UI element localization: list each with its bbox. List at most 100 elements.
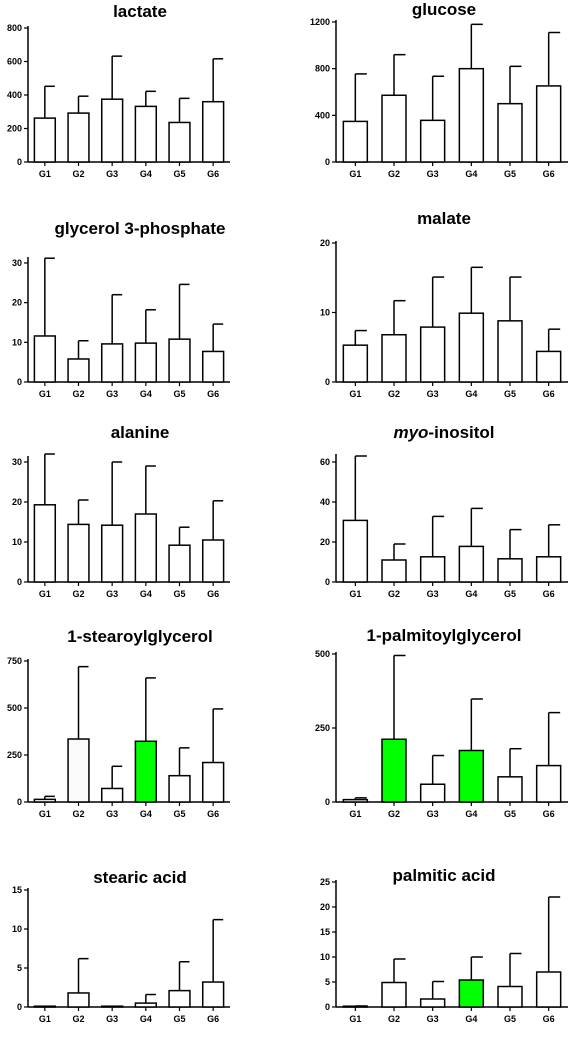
x-tick-label: G2 <box>388 809 400 819</box>
x-tick-label: G5 <box>173 169 185 179</box>
bar-G6 <box>535 556 562 583</box>
x-tick-label: G1 <box>349 809 361 819</box>
x-tick-label: G4 <box>140 1014 152 1024</box>
chart-title: 1-stearoylglycerol <box>67 627 213 646</box>
chart-panel-7: 1-stearoylglycerol 0 250 500 750 G1 G2 G3 G4 G5 G6 <box>7 627 230 819</box>
bar-G6 <box>201 981 225 1008</box>
y-tick-label: 400 <box>7 90 22 100</box>
bar-G6 <box>201 100 225 163</box>
x-tick-label: G6 <box>207 169 219 179</box>
bar-G1 <box>342 120 369 163</box>
x-tick-label: G4 <box>465 169 477 179</box>
x-tick-label: G6 <box>207 1014 219 1024</box>
bar-G6 <box>535 971 562 1008</box>
x-tick-label: G3 <box>106 1014 118 1024</box>
y-tick-label: 15 <box>320 927 330 937</box>
bar-G4 <box>458 67 485 163</box>
bar-G4 <box>134 1002 158 1008</box>
y-tick-label: 0 <box>17 1002 22 1012</box>
bar-G4 <box>134 740 158 803</box>
bar-G6 <box>535 85 562 163</box>
x-tick-label: G2 <box>72 1014 84 1024</box>
y-tick-label: 20 <box>320 537 330 547</box>
chart-title: alanine <box>111 423 170 442</box>
y-tick-label: 5 <box>325 977 330 987</box>
y-tick-label: 1200 <box>310 17 330 27</box>
y-tick-label: 40 <box>320 497 330 507</box>
bar-G2 <box>67 738 90 803</box>
bar-G5 <box>497 102 523 163</box>
chart-title: 1-palmitoylglycerol <box>367 626 522 645</box>
x-tick-label: G5 <box>173 389 185 399</box>
y-tick-label: 25 <box>320 877 330 887</box>
bar-G3 <box>419 326 446 383</box>
bar-G5 <box>497 776 523 803</box>
y-tick-label: 30 <box>12 457 22 467</box>
x-tick-label: G5 <box>504 389 516 399</box>
bar-G4 <box>134 342 158 383</box>
y-tick-label: 0 <box>325 377 330 387</box>
bar-G1 <box>33 798 57 803</box>
x-tick-label: G5 <box>173 1014 185 1024</box>
x-tick-label: G1 <box>349 1014 361 1024</box>
bar-G6 <box>535 350 562 383</box>
y-tick-label: 10 <box>12 537 22 547</box>
chart-panel-2: glucose 0 400 800 1200 G1 G2 G3 G4 G5 G6 <box>310 0 568 179</box>
chart-title: myo-inositol <box>393 423 494 442</box>
y-tick-label: 20 <box>12 497 22 507</box>
x-tick-label: G2 <box>72 809 84 819</box>
bar-G2 <box>381 333 407 383</box>
y-tick-label: 10 <box>320 308 330 318</box>
x-tick-label: G6 <box>543 809 555 819</box>
x-tick-label: G6 <box>207 809 219 819</box>
bar-G2 <box>67 358 90 383</box>
bar-G4 <box>458 545 485 583</box>
x-tick-label: G6 <box>543 169 555 179</box>
y-tick-label: 800 <box>315 64 330 74</box>
bar-G5 <box>168 121 191 163</box>
y-tick-label: 250 <box>7 750 22 760</box>
bar-G4 <box>458 979 485 1008</box>
x-tick-label: G6 <box>543 389 555 399</box>
y-tick-label: 500 <box>315 649 330 659</box>
y-tick-label: 20 <box>320 902 330 912</box>
chart-title: stearic acid <box>93 868 187 887</box>
bar-G3 <box>419 783 446 803</box>
x-tick-label: G2 <box>72 589 84 599</box>
bar-G5 <box>168 989 191 1008</box>
bar-G6 <box>535 764 562 803</box>
x-tick-label: G1 <box>39 389 51 399</box>
bar-G2 <box>381 559 407 583</box>
y-tick-label: 30 <box>12 258 22 268</box>
x-tick-label: G5 <box>504 589 516 599</box>
x-tick-label: G5 <box>504 1014 516 1024</box>
chart-panel-3: glycerol 3-phosphate 0 10 20 30 G1 G2 G3 G4 G5 G6 <box>12 219 230 399</box>
x-tick-label: G3 <box>427 169 439 179</box>
chart-title: lactate <box>113 2 167 21</box>
bar-G4 <box>458 312 485 383</box>
chart-title-rest: -inositol <box>428 423 494 442</box>
chart-title: palmitic acid <box>393 866 496 885</box>
chart-panel-4: malate 0 10 20 G1 G2 G3 G4 G5 G6 <box>320 209 568 399</box>
x-tick-label: G4 <box>465 809 477 819</box>
bar-G2 <box>67 992 90 1008</box>
x-tick-label: G4 <box>140 389 152 399</box>
x-tick-label: G2 <box>388 589 400 599</box>
y-tick-label: 250 <box>315 723 330 733</box>
y-tick-label: 400 <box>315 110 330 120</box>
y-tick-label: 500 <box>7 703 22 713</box>
bar-G6 <box>201 761 225 803</box>
chart-title: malate <box>417 209 471 228</box>
bar-G5 <box>497 985 523 1008</box>
y-tick-label: 0 <box>17 157 22 167</box>
y-tick-label: 600 <box>7 57 22 67</box>
x-tick-label: G3 <box>106 389 118 399</box>
x-tick-label: G4 <box>140 809 152 819</box>
bar-G4 <box>458 749 485 803</box>
bar-G3 <box>100 98 124 163</box>
x-tick-label: G1 <box>349 389 361 399</box>
x-tick-label: G4 <box>140 169 152 179</box>
x-tick-label: G1 <box>349 589 361 599</box>
bar-G2 <box>381 981 407 1008</box>
